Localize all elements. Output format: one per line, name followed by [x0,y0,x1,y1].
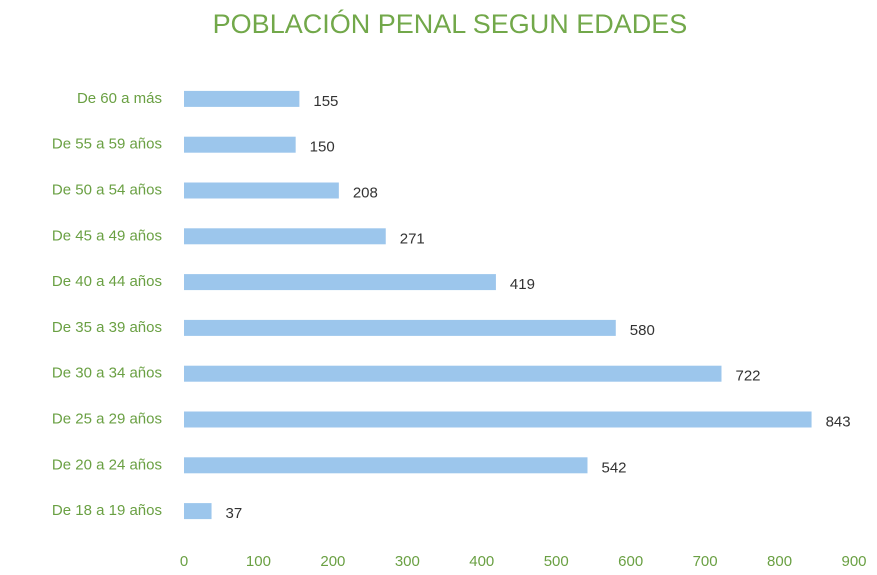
y-tick-label: De 18 a 19 años [52,502,162,519]
x-tick-label: 600 [618,553,643,570]
value-label: 843 [826,413,851,430]
value-label: 542 [601,459,626,476]
x-tick-label: 100 [246,553,271,570]
bar [184,274,496,291]
bar [184,90,300,107]
value-label: 271 [400,230,425,247]
bar [184,503,212,520]
bar [184,319,616,336]
value-label: 155 [313,93,338,110]
bar [184,182,339,199]
bar [184,136,296,153]
x-tick-label: 300 [395,553,420,570]
x-tick-label: 500 [544,553,569,570]
y-tick-label: De 20 a 24 años [52,456,162,473]
value-label: 208 [353,184,378,201]
y-tick-label: De 45 a 49 años [52,227,162,244]
y-tick-label: De 30 a 34 años [52,365,162,382]
y-tick-label: De 40 a 44 años [52,273,162,290]
value-label: 150 [310,139,335,156]
chart-title: POBLACIÓN PENAL SEGUN EDADES [213,8,688,39]
y-tick-label: De 60 a más [77,90,162,107]
y-tick-label: De 55 a 59 años [52,136,162,153]
bar [184,365,722,382]
y-tick-label: De 50 a 54 años [52,181,162,198]
x-tick-label: 800 [767,553,792,570]
value-label: 580 [630,322,655,339]
x-tick-label: 400 [469,553,494,570]
value-label: 37 [226,505,243,522]
x-tick-label: 900 [841,553,866,570]
y-tick-label: De 25 a 29 años [52,410,162,427]
value-label: 419 [510,276,535,293]
x-tick-label: 200 [320,553,345,570]
value-label: 722 [735,368,760,385]
bar [184,411,812,428]
x-tick-label: 0 [180,553,188,570]
x-tick-label: 700 [693,553,718,570]
bar [184,457,588,474]
bar [184,228,386,245]
y-tick-label: De 35 a 39 años [52,319,162,336]
